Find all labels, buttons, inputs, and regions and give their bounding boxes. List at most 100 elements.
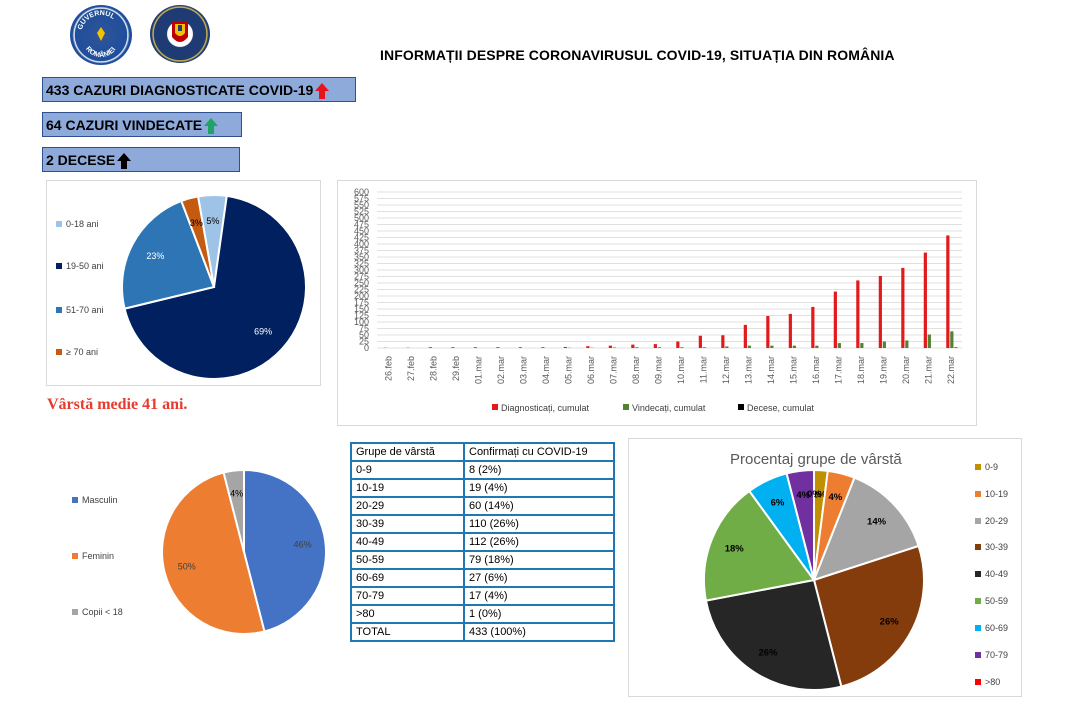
bar-diagnostica-i-cumulat-11-mar	[698, 335, 702, 348]
table-cell: 40-49	[350, 532, 465, 552]
pie-label-0-9: 2%	[813, 489, 827, 500]
recovered-text: 64 CAZURI VINDECATE	[46, 117, 203, 133]
government-logo: GUVERNUL ROMÂNIEI	[70, 5, 132, 65]
x-tick-label-11-mar: 11.mar	[698, 356, 708, 383]
pie-label-50-59: 18%	[725, 543, 745, 554]
bar-diagnostica-i-cumulat-12-mar	[721, 335, 725, 348]
cumulative-bar-chart: 0255075100125150175200225250275300325350…	[354, 187, 962, 413]
legend-swatch-80	[975, 679, 981, 685]
deaths-banner: 2 DECESE	[42, 147, 240, 172]
percent-pie-chart: 0-9 10-19 20-29 30-39 40-49 50-59 60-69 70-79 >8…	[703, 462, 1008, 691]
x-tick-label-26-feb: 26.feb	[383, 356, 393, 381]
bar-vindeca-i-cumulat-20-mar	[905, 340, 909, 348]
bar-vindeca-i-cumulat-09-mar	[657, 347, 661, 348]
pie-label-40-49: 26%	[759, 647, 779, 658]
median-age-text: Vârstă medie 41 ani.	[47, 396, 188, 413]
pie-slice-copii-18	[222, 468, 245, 553]
y-tick-label: 525	[354, 207, 369, 217]
logo-text-top: GUVERNUL	[77, 10, 117, 31]
bar-diagnostica-i-cumulat-05-mar	[563, 346, 567, 348]
pie-slice-feminin	[161, 471, 266, 635]
table-row: 30-39 110 (26%)	[350, 514, 615, 534]
x-tick-label-22-mar: 22.mar	[946, 356, 956, 384]
table-cell: 50-59	[350, 550, 465, 570]
legend-swatch-masculin	[72, 497, 78, 503]
bar-diagnostica-i-cumulat-18-mar	[856, 280, 860, 348]
table-cell: 8 (2%)	[463, 460, 615, 480]
percent-pie-title: Procentaj grupe de vârstă	[730, 451, 902, 468]
legend-label-10-19: 10-19	[985, 489, 1008, 499]
logo-text-bottom: ROMÂNIEI	[84, 46, 117, 60]
government-seal-icon: GUVERNUL ROMÂNIEI	[77, 10, 118, 60]
y-tick-label: 25	[359, 337, 369, 347]
bar-diagnostica-i-cumulat-06-mar	[586, 346, 590, 348]
pie-label-10-19: 4%	[828, 492, 842, 503]
legend-label-19-50-ani: 19-50 ani	[66, 261, 104, 271]
table-cell: 10-19	[350, 478, 465, 498]
x-tick-label-15-mar: 15.mar	[788, 356, 798, 384]
x-tick-label-07-mar: 07.mar	[608, 356, 618, 384]
table-cell: 27 (6%)	[463, 568, 615, 588]
legend-label-vindeca-i-cumulat: Vindecați, cumulat	[632, 403, 706, 413]
x-tick-label-08-mar: 08.mar	[631, 356, 641, 384]
bar-diagnostica-i-cumulat-22-mar	[946, 235, 950, 348]
pie-label-copii-18: 4%	[230, 488, 243, 498]
y-tick-label: 575	[354, 194, 369, 204]
table-cell: 60 (14%)	[463, 496, 615, 516]
x-tick-label-20-mar: 20.mar	[901, 356, 911, 384]
pie-slice-masculin	[243, 468, 327, 633]
pie-label-70-79: 4%	[796, 490, 810, 501]
table-row: >80 1 (0%)	[350, 604, 615, 624]
x-tick-label-29-feb: 29.feb	[451, 356, 461, 381]
bar-diagnostica-i-cumulat-19-mar	[878, 275, 882, 348]
table-row: 10-19 19 (4%)	[350, 478, 615, 498]
pie-slice-70-79	[785, 468, 815, 581]
bar-vindeca-i-cumulat-12-mar	[725, 346, 729, 348]
table-cell: 112 (26%)	[463, 532, 615, 552]
x-tick-label-01-mar: 01.mar	[473, 356, 483, 384]
bar-vindeca-i-cumulat-11-mar	[702, 347, 706, 348]
y-tick-label: 450	[354, 226, 369, 236]
table-row: 60-69 27 (6%)	[350, 568, 615, 588]
x-tick-label-13-mar: 13.mar	[743, 356, 753, 384]
bar-diagnostica-i-cumulat-09-mar	[653, 344, 657, 348]
legend-swatch-20-29	[975, 518, 981, 524]
x-tick-label-03-mar: 03.mar	[518, 356, 528, 384]
x-tick-label-18-mar: 18.mar	[856, 356, 866, 384]
table-cell: 1 (0%)	[463, 604, 615, 624]
age-group-table: Grupe de vârstă Confirmați cu COVID-19 0-9…	[350, 442, 615, 642]
y-tick-label: 125	[354, 311, 369, 321]
pie-label-70-ani: 3%	[190, 218, 203, 228]
pie-label-19-50-ani: 69%	[254, 326, 272, 336]
x-tick-label-05-mar: 05.mar	[563, 356, 573, 384]
legend-label-0-9: 0-9	[985, 462, 998, 472]
y-tick-label: 200	[354, 291, 369, 301]
gender-pie-chart: Masculin Feminin Copii < 18 46% 50% 4%	[72, 468, 327, 635]
table-header-cell: Grupe de vârstă	[350, 442, 465, 462]
table-row: 70-79 17 (4%)	[350, 586, 615, 606]
bar-diagnostica-i-cumulat-21-mar	[923, 252, 927, 348]
y-tick-label: 425	[354, 233, 369, 243]
table-cell: 433 (100%)	[463, 622, 615, 642]
legend-swatch-0-18-ani	[56, 221, 62, 227]
arrow-up-red-icon	[315, 83, 330, 100]
page-title: INFORMAȚII DESPRE CORONAVIRUSUL COVID-19…	[380, 47, 895, 63]
y-tick-label: 225	[354, 285, 369, 295]
age-pie-chart: 0-18 ani 19-50 ani 51-70 ani ≥ 70 ani 5% 69% 2…	[56, 194, 307, 380]
bar-diagnostica-i-cumulat-08-mar	[631, 344, 635, 348]
arrow-up-green-icon	[204, 118, 219, 135]
legend-swatch-70-79	[975, 652, 981, 658]
x-tick-label-06-mar: 06.mar	[586, 356, 596, 384]
y-tick-label: 275	[354, 272, 369, 282]
legend-swatch-19-50-ani	[56, 263, 62, 269]
pie-label-20-29: 14%	[867, 516, 887, 527]
coat-of-arms-icon	[172, 21, 188, 42]
cases-text: 433 CAZURI DIAGNOSTICATE COVID-19	[46, 82, 314, 98]
bar-diagnostica-i-cumulat-10-mar	[676, 341, 680, 348]
table-cell: TOTAL	[350, 622, 465, 642]
y-tick-label: 150	[354, 304, 369, 314]
table-cell: 19 (4%)	[463, 478, 615, 498]
table-row: TOTAL 433 (100%)	[350, 622, 615, 642]
cases-banner: 433 CAZURI DIAGNOSTICATE COVID-19	[42, 77, 356, 102]
table-row: 50-59 79 (18%)	[350, 550, 615, 570]
